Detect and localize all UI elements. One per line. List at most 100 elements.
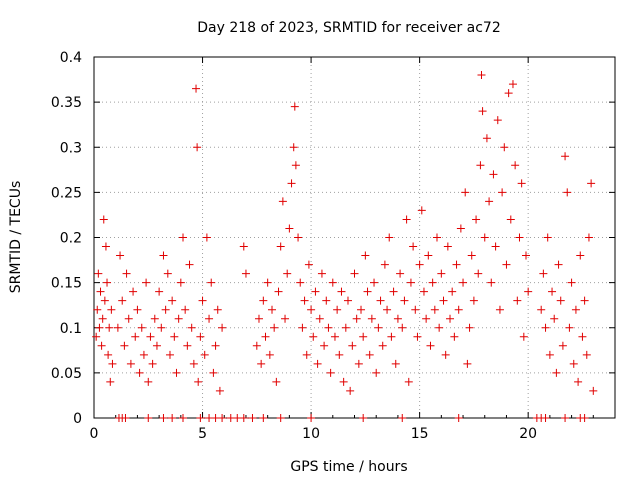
data-point: [315, 314, 324, 323]
data-point: [307, 305, 316, 314]
data-point: [389, 287, 398, 296]
data-point: [196, 332, 205, 341]
data-point: [474, 269, 483, 278]
data-point: [155, 287, 164, 296]
data-point: [485, 197, 494, 206]
data-point: [126, 359, 135, 368]
data-point: [558, 341, 567, 350]
data-point: [300, 296, 309, 305]
data-point: [435, 323, 444, 332]
data-point: [122, 269, 131, 278]
data-point: [248, 414, 257, 422]
data-point: [174, 314, 183, 323]
data-point: [400, 296, 409, 305]
data-point: [372, 368, 381, 377]
x-tick-label: 0: [90, 426, 99, 442]
data-point: [290, 102, 299, 111]
data-point: [135, 368, 144, 377]
data-point: [424, 251, 433, 260]
data-point: [350, 269, 359, 278]
data-point: [268, 305, 277, 314]
data-point: [101, 242, 110, 251]
data-point: [150, 314, 159, 323]
data-point: [521, 251, 530, 260]
data-point: [367, 314, 376, 323]
data-point: [504, 89, 513, 98]
data-point: [398, 414, 407, 422]
data-point: [95, 323, 104, 332]
data-point: [168, 414, 177, 422]
data-point: [287, 179, 296, 188]
data-point: [545, 350, 554, 359]
data-point: [313, 359, 322, 368]
data-point: [192, 84, 201, 93]
data-point: [413, 332, 422, 341]
data-point: [218, 323, 227, 332]
y-tick-label: 0.05: [51, 366, 82, 382]
data-point: [97, 341, 106, 350]
data-point: [241, 269, 250, 278]
x-axis-label: GPS time / hours: [290, 459, 407, 475]
data-point: [430, 305, 439, 314]
y-tick-label: 0.3: [60, 140, 82, 156]
data-point: [330, 332, 339, 341]
data-point: [106, 377, 115, 386]
data-point: [426, 341, 435, 350]
data-point: [307, 414, 316, 422]
data-point: [108, 359, 117, 368]
data-point: [439, 296, 448, 305]
data-point: [163, 269, 172, 278]
data-point: [578, 332, 587, 341]
data-point: [465, 323, 474, 332]
data-point: [254, 314, 263, 323]
data-point: [144, 414, 153, 422]
data-point: [304, 260, 313, 269]
data-point: [259, 414, 268, 422]
data-point: [196, 414, 205, 422]
data-point: [165, 350, 174, 359]
data-point: [294, 233, 303, 242]
data-point: [361, 251, 370, 260]
y-tick-label: 0.15: [51, 276, 82, 292]
data-point: [359, 332, 368, 341]
data-point: [498, 188, 507, 197]
data-point: [550, 314, 559, 323]
data-point: [322, 296, 331, 305]
data-point: [270, 323, 279, 332]
data-point: [296, 278, 305, 287]
data-point: [511, 161, 520, 170]
data-point: [402, 215, 411, 224]
data-point: [584, 233, 593, 242]
data-point: [326, 368, 335, 377]
data-point: [456, 224, 465, 233]
data-point: [454, 414, 463, 422]
data-point: [571, 305, 580, 314]
data-point: [365, 350, 374, 359]
data-point: [179, 233, 188, 242]
data-point: [563, 188, 572, 197]
data-point: [198, 296, 207, 305]
data-point: [317, 269, 326, 278]
data-point: [239, 414, 248, 422]
data-point: [93, 305, 102, 314]
data-point: [96, 287, 105, 296]
data-point: [309, 332, 318, 341]
data-point: [189, 359, 198, 368]
data-point: [129, 287, 138, 296]
data-point: [99, 215, 108, 224]
data-point: [450, 332, 459, 341]
data-point: [120, 341, 129, 350]
data-point: [354, 359, 363, 368]
x-tick-label: 15: [411, 426, 429, 442]
data-point: [477, 71, 486, 80]
data-point: [548, 287, 557, 296]
data-point: [276, 414, 285, 422]
data-point: [218, 414, 227, 422]
data-point: [380, 260, 389, 269]
data-points: [92, 71, 598, 422]
data-point: [263, 278, 272, 287]
data-point: [576, 251, 585, 260]
data-point: [179, 414, 188, 422]
data-point: [493, 116, 502, 125]
data-point: [446, 314, 455, 323]
